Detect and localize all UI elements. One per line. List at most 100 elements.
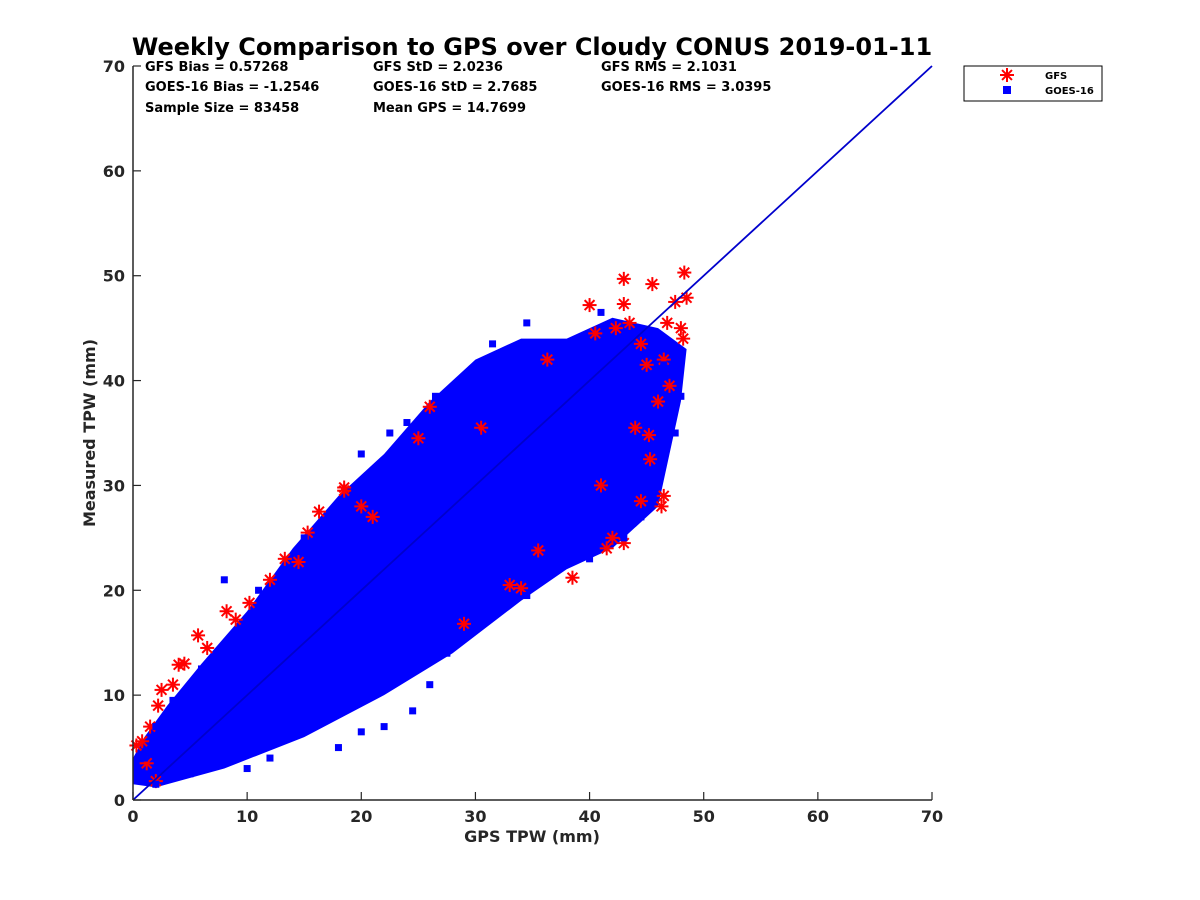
gfs-point — [262, 572, 277, 587]
gfs-point — [291, 554, 306, 569]
gfs-point — [673, 321, 688, 336]
goes-point — [255, 586, 263, 594]
gfs-point — [337, 483, 352, 498]
axes — [132, 66, 932, 801]
goes-point — [540, 377, 548, 385]
y-tick-label: 20 — [103, 581, 125, 600]
gfs-point — [200, 640, 215, 655]
goes-point — [357, 450, 365, 458]
gfs-point — [651, 394, 666, 409]
goes-point — [409, 707, 417, 715]
goes-point — [449, 450, 457, 458]
legend-gfs-marker — [1000, 68, 1014, 82]
goes-point — [158, 738, 166, 746]
gfs-point — [676, 331, 691, 346]
goes-point — [660, 361, 668, 369]
goes-point — [197, 702, 205, 710]
goes-point — [460, 607, 468, 615]
goes-point — [671, 350, 679, 358]
gfs-point — [656, 488, 671, 503]
goes-point — [671, 429, 679, 437]
stats-block: GFS Bias = 0.57268 GOES-16 Bias = -1.254… — [145, 60, 771, 116]
goes-point — [220, 675, 228, 683]
gfs-point — [677, 265, 692, 280]
goes-point — [289, 602, 297, 610]
gfs-point — [622, 315, 637, 330]
goes-point — [300, 712, 308, 720]
goes-point — [152, 723, 160, 731]
gfs-point — [411, 431, 426, 446]
gfs-point — [242, 595, 257, 610]
legend-gfs-label: GFS — [1045, 71, 1067, 82]
goes-point — [243, 660, 251, 668]
gfs-point — [151, 698, 166, 713]
goes-point — [369, 670, 377, 678]
goes-point — [266, 628, 274, 636]
y-tick-label: 70 — [103, 57, 125, 76]
goes-point — [620, 419, 628, 427]
x-tick-label: 70 — [921, 807, 943, 826]
gfs-point — [654, 499, 669, 514]
chart-title: Weekly Comparison to GPS over Cloudy CON… — [132, 33, 932, 61]
gfs-point — [645, 277, 660, 292]
gfs-point — [605, 530, 620, 545]
gfs-point — [660, 315, 675, 330]
stat-gfs-bias: GFS Bias = 0.57268 — [145, 60, 288, 75]
gfs-point — [502, 578, 517, 593]
goes-point — [483, 581, 491, 589]
goes-point — [597, 308, 605, 316]
gfs-point — [679, 290, 694, 305]
goes-point — [494, 408, 502, 416]
goes-point — [443, 649, 451, 657]
gfs-point — [616, 271, 631, 286]
goes-point — [220, 576, 228, 584]
legend-goes-marker — [1003, 86, 1011, 94]
gfs-point — [514, 581, 529, 596]
gfs-point — [616, 297, 631, 312]
gfs-point — [641, 428, 656, 443]
goes-point — [574, 481, 582, 489]
gfs-point — [608, 321, 623, 336]
gfs-point — [593, 478, 608, 493]
goes-point — [620, 534, 628, 542]
gfs-point — [633, 336, 648, 351]
goes-point — [648, 371, 656, 379]
goes-point — [471, 429, 479, 437]
goes-point — [586, 356, 594, 364]
stat-goes-rms: GOES-16 RMS = 3.0395 — [601, 80, 771, 95]
goes-point — [334, 502, 342, 510]
goes-point — [529, 539, 536, 547]
goes-point — [403, 492, 411, 500]
gfs-point — [531, 543, 546, 558]
goes-point — [266, 754, 274, 762]
gfs-point — [177, 656, 192, 671]
goes-point — [426, 466, 434, 474]
stat-gfs-rms: GFS RMS = 2.1031 — [601, 60, 737, 75]
goes-point — [431, 392, 439, 400]
goes-point — [380, 513, 388, 521]
goes-point — [232, 749, 240, 757]
goes-point — [608, 345, 616, 353]
goes-point — [506, 565, 514, 573]
stat-mean-gps: Mean GPS = 14.7699 — [373, 101, 526, 116]
gfs-point — [228, 612, 243, 627]
goes-point — [631, 356, 639, 364]
gfs-point — [628, 420, 643, 435]
stat-goes-std: GOES-16 StD = 2.7685 — [373, 80, 537, 95]
stat-goes-bias: GOES-16 Bias = -1.2546 — [145, 80, 319, 95]
x-tick-label: 20 — [350, 807, 372, 826]
goes-point — [312, 581, 320, 589]
goes-point — [163, 775, 171, 783]
x-tick-label: 30 — [464, 807, 486, 826]
x-ticks: 0 10 20 30 40 50 60 70 — [127, 792, 943, 826]
gfs-point — [599, 541, 614, 556]
goes-point — [357, 728, 365, 736]
y-tick-label: 30 — [103, 476, 125, 495]
goes-point — [426, 681, 434, 689]
goes-point — [140, 754, 148, 762]
x-tick-label: 50 — [693, 807, 715, 826]
goes-point — [489, 340, 497, 348]
goes-point — [597, 450, 605, 458]
y-tick-label: 0 — [114, 791, 125, 810]
